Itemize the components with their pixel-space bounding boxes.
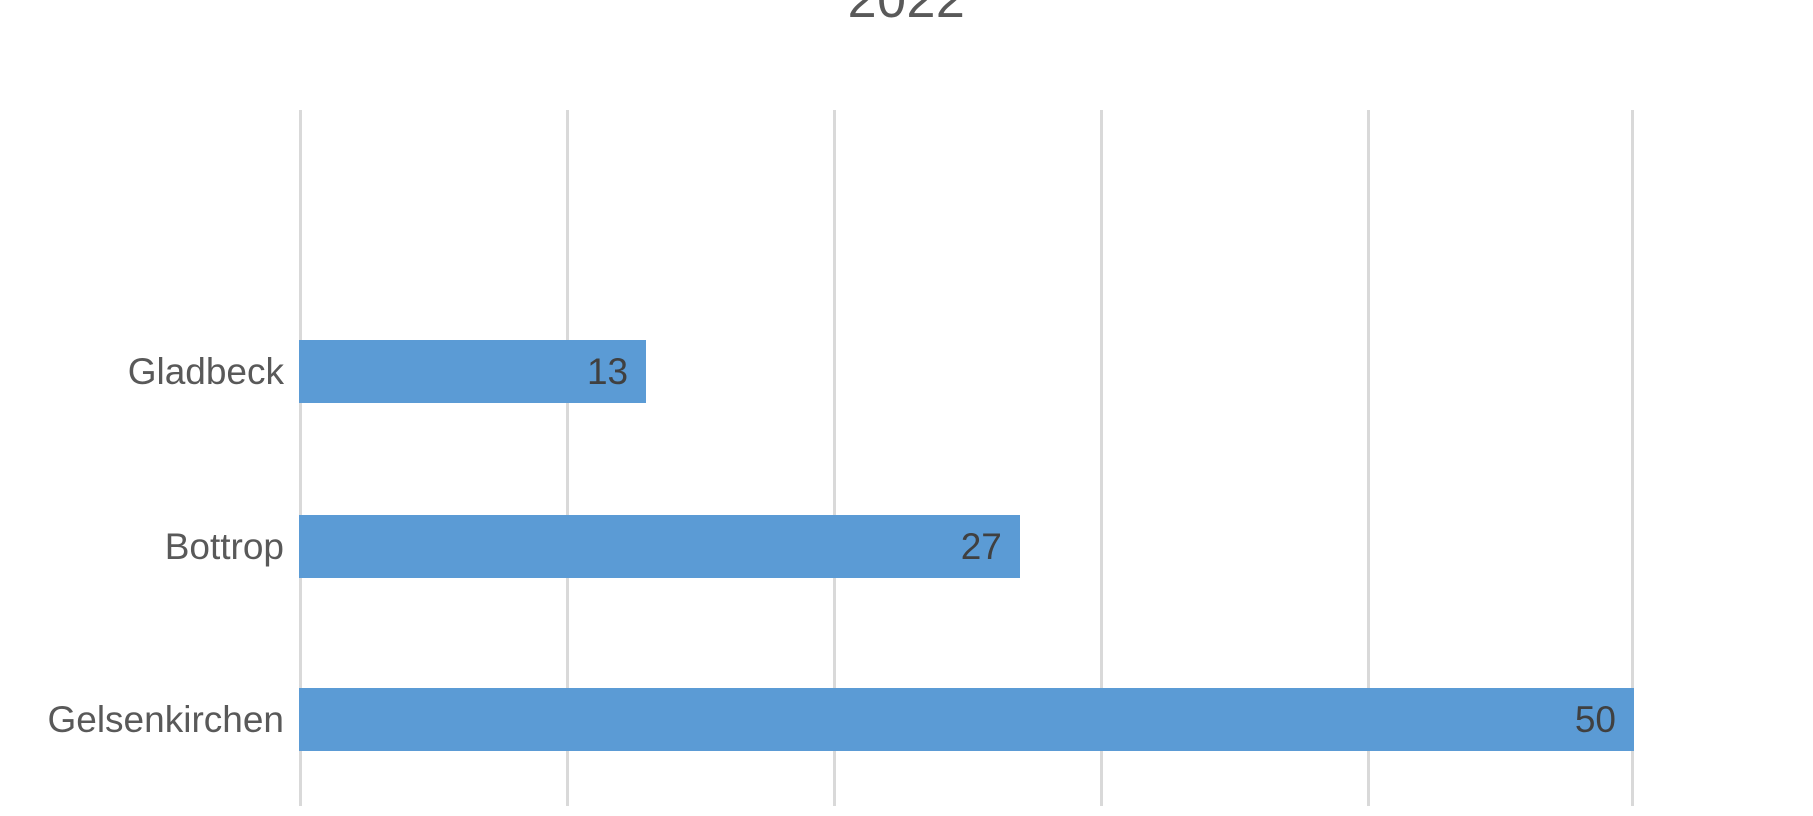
category-label-bottrop: Bottrop [164,526,284,567]
bar-value-gladbeck: 13 [586,351,629,392]
chart-title: 2022 [847,0,966,29]
bar-gelsenkirchen[interactable] [299,688,1634,751]
bars-layer: 13 27 50 [299,110,1634,806]
bar-value-bottrop: 27 [960,526,1002,567]
category-label-gelsenkirchen: Gelsenkirchen [47,699,284,740]
gridline-40 [1367,110,1370,806]
plot-area: 13 27 50 [299,110,1634,806]
gridline-30 [1100,110,1103,806]
bar-bottrop[interactable] [299,515,1020,578]
gridline-10 [566,110,569,806]
gridline-0 [299,110,302,806]
bar-gladbeck[interactable] [299,340,647,403]
bar-value-gelsenkirchen: 50 [1574,699,1616,740]
gridline-50 [1631,110,1634,806]
category-axis-labels: Gladbeck Bottrop Gelsenkirchen [0,110,284,806]
category-label-gladbeck: Gladbeck [127,351,284,392]
gridline-20 [833,110,836,806]
